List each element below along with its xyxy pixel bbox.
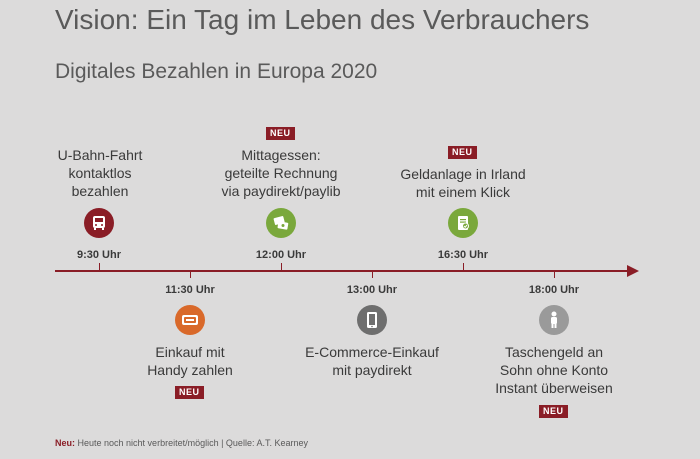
event-5-line-0: Taschengeld an (504, 344, 604, 360)
event-1-neu-badge: NEU (175, 386, 204, 399)
bill-split-icon (266, 208, 296, 238)
event-3-line-0: E-Commerce-Einkauf (305, 344, 439, 360)
event-0-line-0: U-Bahn-Fahrt (57, 147, 143, 163)
event-4-label: Geldanlage in Irland mit einem Klick (363, 165, 563, 201)
event-5-tick (554, 271, 555, 278)
event-5-neu-badge: NEU (539, 405, 568, 418)
document-check-icon (448, 208, 478, 238)
event-1-time: 11:30 Uhr (165, 284, 215, 296)
event-2-time: 12:00 Uhr (255, 249, 307, 261)
event-0-line-2: bezahlen (71, 183, 129, 199)
event-2-neu-badge: NEU (266, 127, 295, 140)
timeline-arrowhead (627, 265, 639, 277)
event-1-line-0: Einkauf mit (155, 344, 225, 360)
event-3-label: E-Commerce-Einkauf mit paydirekt (272, 343, 472, 379)
card-icon (175, 305, 205, 335)
event-2-line-1: geteilte Rechnung (224, 165, 338, 181)
event-5-label: Taschengeld an Sohn ohne Konto Instant ü… (454, 343, 654, 397)
event-1-line-1: Handy zahlen (147, 362, 233, 378)
event-3-time: 13:00 Uhr (346, 284, 398, 296)
tablet-icon (357, 305, 387, 335)
event-0-line-1: kontaktlos (68, 165, 132, 181)
event-2-tick (281, 263, 282, 270)
event-1-tick (190, 271, 191, 278)
event-4-neu-badge: NEU (448, 146, 477, 159)
event-0-tick (99, 263, 100, 270)
page-subtitle: Digitales Bezahlen in Europa 2020 (55, 60, 378, 83)
event-5-line-2: Instant überweisen (495, 380, 613, 396)
footer-note: Neu: Heute noch nicht verbreitet/möglich… (55, 438, 308, 448)
event-4-time: 16:30 Uhr (437, 249, 489, 261)
event-5-time: 18:00 Uhr (528, 284, 580, 296)
event-5-line-1: Sohn ohne Konto (499, 362, 609, 378)
bus-icon (84, 208, 114, 238)
timeline-axis (55, 270, 633, 272)
page-title: Vision: Ein Tag im Leben des Verbraucher… (55, 4, 590, 35)
event-0-label: U-Bahn-Fahrt kontaktlos bezahlen (0, 146, 200, 200)
footer-note-label: Neu: (55, 438, 75, 448)
event-2-label: Mittagessen: geteilte Rechnung via paydi… (181, 146, 381, 200)
event-4-line-0: Geldanlage in Irland (400, 166, 526, 182)
event-4-line-1: mit einem Klick (415, 184, 511, 200)
event-3-tick (372, 271, 373, 278)
event-2-line-0: Mittagessen: (241, 147, 321, 163)
footer-note-text: Heute noch nicht verbreitet/möglich | Qu… (77, 438, 308, 448)
event-2-line-2: via paydirekt/paylib (221, 183, 341, 199)
event-4-tick (463, 263, 464, 270)
event-0-time: 9:30 Uhr (76, 249, 122, 261)
person-icon (539, 305, 569, 335)
event-1-label: Einkauf mit Handy zahlen (90, 343, 290, 379)
event-3-line-1: mit paydirekt (332, 362, 412, 378)
